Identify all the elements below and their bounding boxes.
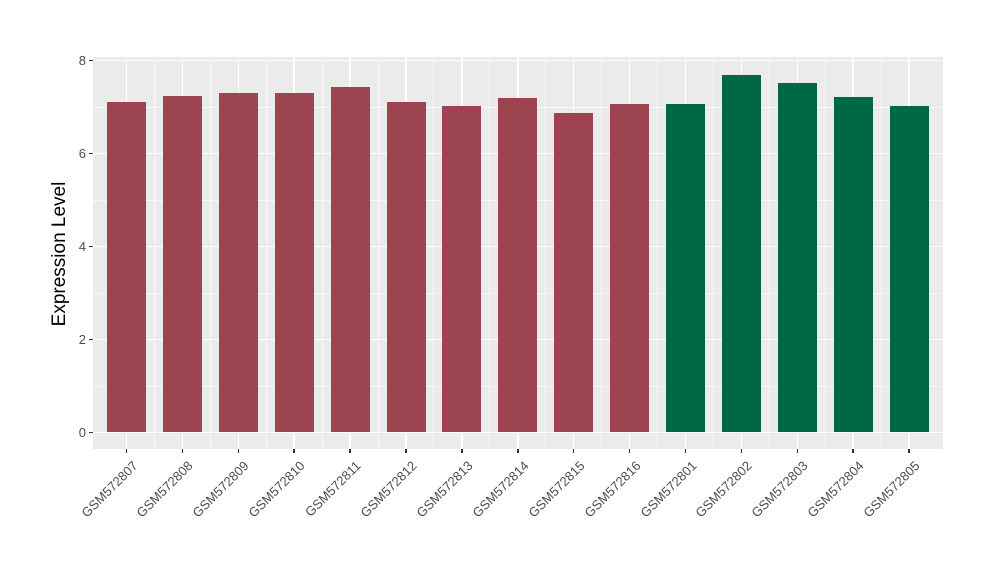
y-tick-label-4: 4 (78, 238, 86, 254)
y-tick-0 (88, 431, 93, 434)
y-tick-8 (88, 59, 93, 62)
gridline-x-minor-10 (657, 57, 659, 449)
gridline-x-minor-6 (433, 57, 435, 449)
x-tick-GSM572811 (349, 449, 351, 453)
bar-GSM572807 (107, 102, 146, 433)
bar-GSM572815 (554, 113, 594, 433)
bar-GSM572816 (610, 103, 650, 433)
bar-GSM572810 (274, 93, 314, 433)
x-tick-GSM572815 (572, 449, 575, 453)
gridline-x-minor-9 (601, 57, 603, 449)
y-tick-2 (88, 338, 93, 341)
gridline-x-minor-12 (768, 57, 770, 449)
gridline-x-minor-1 (153, 57, 155, 449)
bar-GSM572805 (889, 106, 929, 433)
x-tick-GSM572808 (181, 449, 184, 453)
gridline-x-minor-13 (824, 57, 826, 449)
bar-GSM572814 (498, 98, 538, 433)
gridline-x-minor-4 (321, 57, 323, 449)
x-tick-GSM572803 (796, 449, 799, 453)
bar-GSM572809 (218, 93, 258, 433)
x-tick-GSM572807 (125, 449, 128, 453)
bar-GSM572803 (777, 83, 817, 433)
bar-GSM572808 (162, 95, 202, 433)
x-tick-GSM572809 (237, 449, 240, 453)
y-tick-label-0: 0 (78, 424, 86, 440)
bar-GSM572804 (833, 97, 873, 433)
y-tick-6 (88, 152, 93, 155)
bar-GSM572811 (330, 86, 370, 433)
gridline-x-minor-7 (489, 57, 491, 449)
y-tick-label-6: 6 (78, 145, 86, 161)
bar-GSM572801 (666, 104, 705, 433)
y-tick-4 (88, 245, 93, 248)
gridline-x-minor-3 (265, 57, 267, 449)
x-tick-GSM572812 (405, 449, 407, 453)
x-tick-GSM572805 (908, 449, 910, 453)
x-tick-GSM572816 (628, 449, 631, 453)
bar-GSM572813 (442, 105, 482, 433)
plot-panel (93, 57, 943, 449)
gridline-x-minor-2 (209, 57, 211, 449)
x-tick-GSM572814 (517, 449, 519, 453)
gridline-x-minor-8 (545, 57, 547, 449)
x-tick-GSM572804 (852, 449, 854, 453)
x-tick-GSM572813 (461, 449, 463, 453)
gridline-x-minor-14 (880, 57, 882, 449)
gridline-x-minor-11 (712, 57, 714, 449)
bar-GSM572812 (386, 102, 426, 433)
gridline-x-minor-5 (377, 57, 379, 449)
x-tick-GSM572801 (684, 449, 687, 453)
bar-GSM572802 (721, 75, 761, 433)
x-tick-GSM572802 (740, 449, 743, 453)
y-axis-title: Expression Level (49, 181, 70, 327)
y-tick-label-8: 8 (78, 52, 86, 68)
x-tick-GSM572810 (293, 449, 295, 453)
y-tick-label-2: 2 (78, 331, 86, 347)
